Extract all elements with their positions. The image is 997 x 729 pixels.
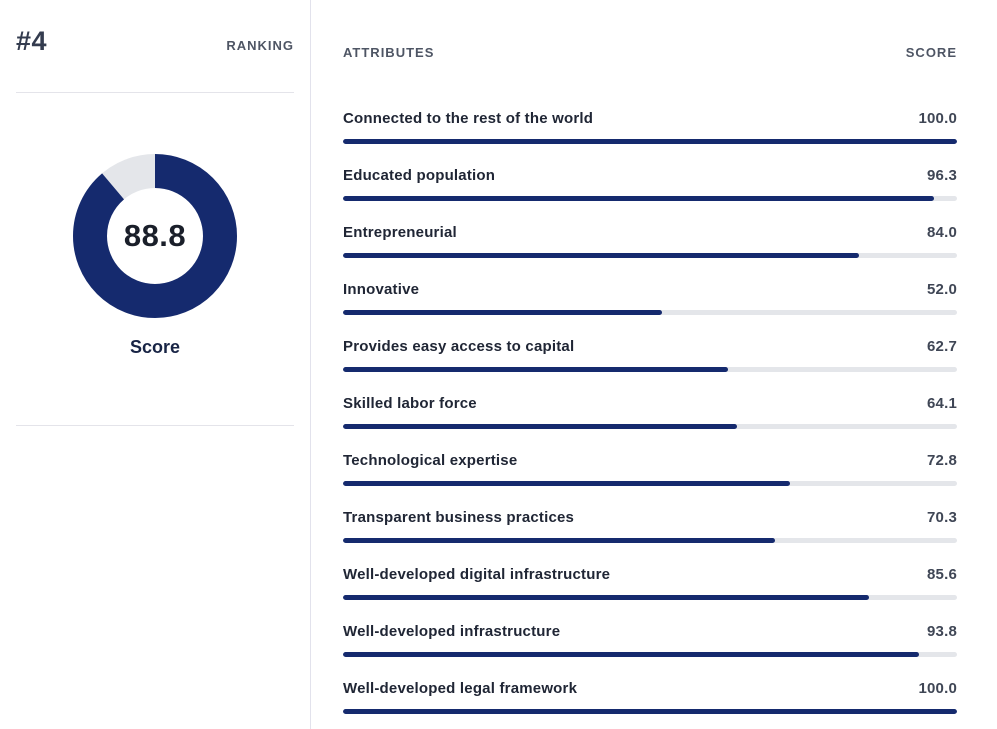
attribute-label: Technological expertise: [343, 452, 518, 469]
score-donut-chart: [73, 154, 237, 318]
attribute-line: Technological expertise 72.8: [343, 452, 957, 472]
attribute-line: Skilled labor force 64.1: [343, 395, 957, 415]
attribute-score: 70.3: [927, 509, 957, 526]
attribute-score: 72.8: [927, 452, 957, 469]
attribute-bar-fill: [343, 310, 663, 315]
attribute-bar-fill: [343, 652, 919, 657]
attribute-bar-track: [343, 709, 957, 714]
attribute-line: Well-developed infrastructure 93.8: [343, 623, 957, 643]
attribute-bar-fill: [343, 367, 728, 372]
ranking-header: #4 RANKING: [16, 0, 294, 56]
attributes-header-row: ATTRIBUTES SCORE: [343, 44, 957, 60]
attribute-label: Transparent business practices: [343, 509, 575, 526]
attribute-score: 93.8: [927, 623, 957, 640]
attribute-row: Innovative 52.0: [343, 281, 957, 315]
attribute-bar-track: [343, 538, 957, 543]
attribute-label: Skilled labor force: [343, 395, 477, 412]
attribute-score: 84.0: [927, 224, 957, 241]
attribute-line: Connected to the rest of the world 100.0: [343, 110, 957, 130]
ranking-panel: #4 RANKING 88.8 Score: [0, 0, 311, 729]
donut-fill-arc: [73, 154, 237, 318]
attribute-row: Well-developed infrastructure 93.8: [343, 623, 957, 657]
attribute-label: Well-developed digital infrastructure: [343, 566, 611, 583]
attribute-row: Educated population 96.3: [343, 167, 957, 201]
attribute-bar-track: [343, 139, 957, 144]
attribute-bar-fill: [343, 538, 775, 543]
attribute-bar-fill: [343, 424, 737, 429]
attribute-bar-fill: [343, 253, 859, 258]
attributes-list: Connected to the rest of the world 100.0…: [343, 110, 957, 714]
divider: [16, 92, 294, 93]
attribute-label: Educated population: [343, 167, 496, 184]
attribute-score: 100.0: [918, 680, 957, 697]
attribute-label: Connected to the rest of the world: [343, 110, 594, 127]
attributes-panel: ATTRIBUTES SCORE Connected to the rest o…: [311, 0, 997, 729]
attribute-score: 85.6: [927, 566, 957, 583]
attribute-score: 62.7: [927, 338, 957, 355]
score-value: 88.8: [123, 218, 187, 253]
attribute-bar-track: [343, 595, 957, 600]
attribute-label: Well-developed infrastructure: [343, 623, 561, 640]
attribute-bar-fill: [343, 481, 790, 486]
attribute-bar-track: [343, 481, 957, 486]
attribute-line: Transparent business practices 70.3: [343, 509, 957, 529]
attribute-row: Technological expertise 72.8: [343, 452, 957, 486]
divider: [16, 425, 294, 426]
attribute-row: Transparent business practices 70.3: [343, 509, 957, 543]
ranking-label: RANKING: [226, 38, 294, 53]
score-caption: Score: [129, 337, 181, 357]
attribute-label: Provides easy access to capital: [343, 338, 575, 355]
attribute-line: Innovative 52.0: [343, 281, 957, 301]
attribute-score: 52.0: [927, 281, 957, 298]
attribute-bar-fill: [343, 595, 869, 600]
attribute-line: Provides easy access to capital 62.7: [343, 338, 957, 358]
rank-value: #4: [16, 26, 48, 56]
attribute-line: Entrepreneurial 84.0: [343, 224, 957, 244]
attribute-row: Entrepreneurial 84.0: [343, 224, 957, 258]
attribute-row: Provides easy access to capital 62.7: [343, 338, 957, 372]
attribute-bar-track: [343, 424, 957, 429]
attribute-bar-fill: [343, 196, 935, 201]
attribute-bar-track: [343, 196, 957, 201]
attribute-label: Well-developed legal framework: [343, 680, 578, 697]
score-column-header: SCORE: [905, 44, 957, 60]
attribute-bar-fill: [343, 139, 957, 144]
attribute-line: Well-developed legal framework 100.0: [343, 680, 957, 700]
attribute-line: Well-developed digital infrastructure 85…: [343, 566, 957, 586]
score-donut: 88.8: [73, 154, 237, 318]
attribute-label: Innovative: [343, 281, 420, 298]
attribute-bar-track: [343, 253, 957, 258]
attribute-score: 100.0: [918, 110, 957, 127]
attribute-bar-fill: [343, 709, 957, 714]
attribute-row: Well-developed legal framework 100.0: [343, 680, 957, 714]
attribute-row: Skilled labor force 64.1: [343, 395, 957, 429]
attribute-row: Well-developed digital infrastructure 85…: [343, 566, 957, 600]
attribute-label: Entrepreneurial: [343, 224, 457, 241]
attribute-row: Connected to the rest of the world 100.0: [343, 110, 957, 144]
attribute-bar-track: [343, 367, 957, 372]
attribute-score: 64.1: [927, 395, 957, 412]
attribute-bar-track: [343, 310, 957, 315]
attributes-column-header: ATTRIBUTES: [343, 44, 435, 60]
attribute-bar-track: [343, 652, 957, 657]
attribute-line: Educated population 96.3: [343, 167, 957, 187]
attribute-score: 96.3: [927, 167, 957, 184]
